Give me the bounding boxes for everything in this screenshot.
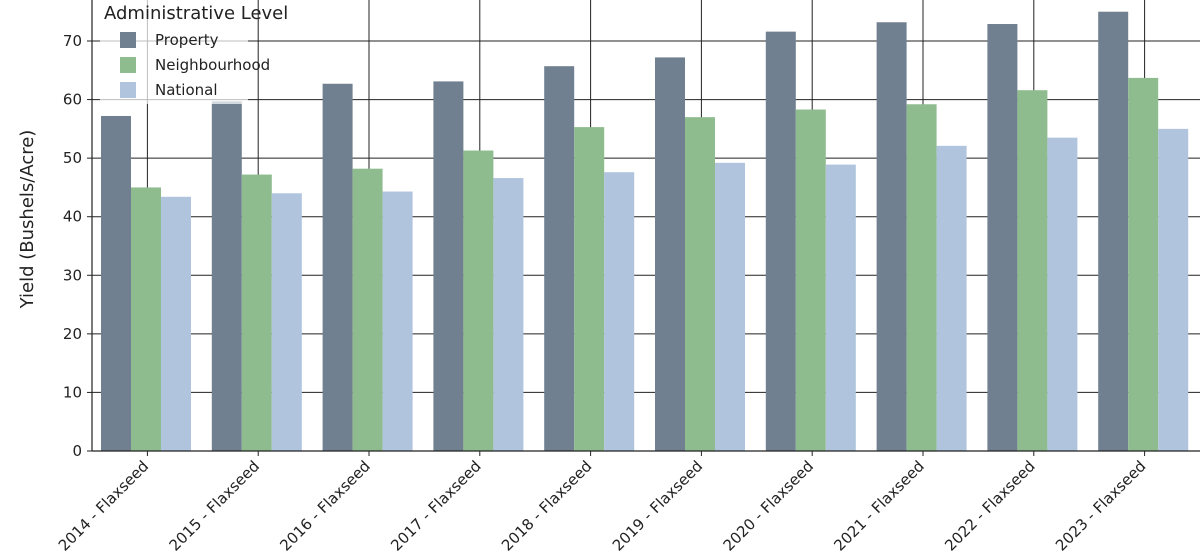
bar-property [765, 31, 796, 451]
x-tick-label: 2017 - Flaxseed [387, 457, 484, 554]
bar-national [825, 164, 856, 452]
x-tick-label: 2021 - Flaxseed [830, 457, 927, 554]
y-tick-label: 30 [63, 266, 82, 284]
bar-property [655, 57, 685, 452]
y-tick-label: 50 [63, 149, 82, 167]
x-tick-label: 2022 - Flaxseed [941, 457, 1038, 554]
bars [101, 11, 1189, 452]
legend-label-national: National [155, 81, 218, 99]
bar-national [1047, 137, 1078, 451]
bar-national [161, 196, 191, 451]
y-tick-label: 70 [63, 32, 82, 50]
bar-national [1158, 128, 1189, 451]
bar-property [433, 81, 464, 452]
y-tick-label: 20 [63, 325, 82, 343]
bar-neighbourhood [463, 150, 494, 451]
bar-neighbourhood [795, 109, 826, 452]
x-tick-label: 2019 - Flaxseed [609, 457, 706, 554]
bar-national [493, 178, 524, 452]
bar-property [322, 83, 353, 451]
y-tick-label: 60 [63, 91, 82, 109]
legend-label-property: Property [155, 31, 219, 49]
bar-national [604, 172, 635, 451]
bar-national [382, 191, 413, 451]
x-tick-label: 2015 - Flaxseed [166, 457, 263, 554]
x-tick-label: 2014 - Flaxseed [55, 457, 152, 554]
x-tick-label: 2018 - Flaxseed [498, 457, 595, 554]
x-tick-label: 2023 - Flaxseed [1052, 457, 1149, 554]
bar-national [936, 145, 967, 452]
bar-neighbourhood [1017, 90, 1048, 451]
bar-neighbourhood [241, 174, 272, 452]
bar-neighbourhood [685, 117, 715, 452]
bar-national [271, 193, 302, 452]
bar-property [211, 101, 242, 451]
bar-property [876, 22, 907, 452]
x-tick-label: 2016 - Flaxseed [276, 457, 373, 554]
legend-label-neighbourhood: Neighbourhood [155, 56, 270, 74]
bar-property [987, 24, 1018, 452]
bar-neighbourhood [131, 187, 161, 451]
legend-swatch-property [120, 32, 136, 48]
legend: Administrative Level Property Neighbourho… [100, 0, 288, 104]
y-tick-label: 0 [72, 442, 82, 460]
y-axis-title: Yield (Bushels/Acre) [17, 130, 38, 310]
bar-neighbourhood [352, 168, 383, 451]
bar-property [1098, 11, 1129, 451]
bar-national [715, 162, 745, 452]
legend-swatch-national [120, 82, 136, 98]
bar-property [544, 66, 575, 451]
y-tick-label: 10 [63, 383, 82, 401]
bar-neighbourhood [574, 127, 605, 451]
y-tick-label: 40 [63, 208, 82, 226]
bar-neighbourhood [1128, 77, 1159, 452]
legend-swatch-neighbourhood [120, 57, 136, 73]
legend-title: Administrative Level [104, 3, 288, 24]
bar-neighbourhood [906, 104, 937, 451]
x-tick-label: 2020 - Flaxseed [720, 457, 817, 554]
bar-property [101, 115, 131, 451]
